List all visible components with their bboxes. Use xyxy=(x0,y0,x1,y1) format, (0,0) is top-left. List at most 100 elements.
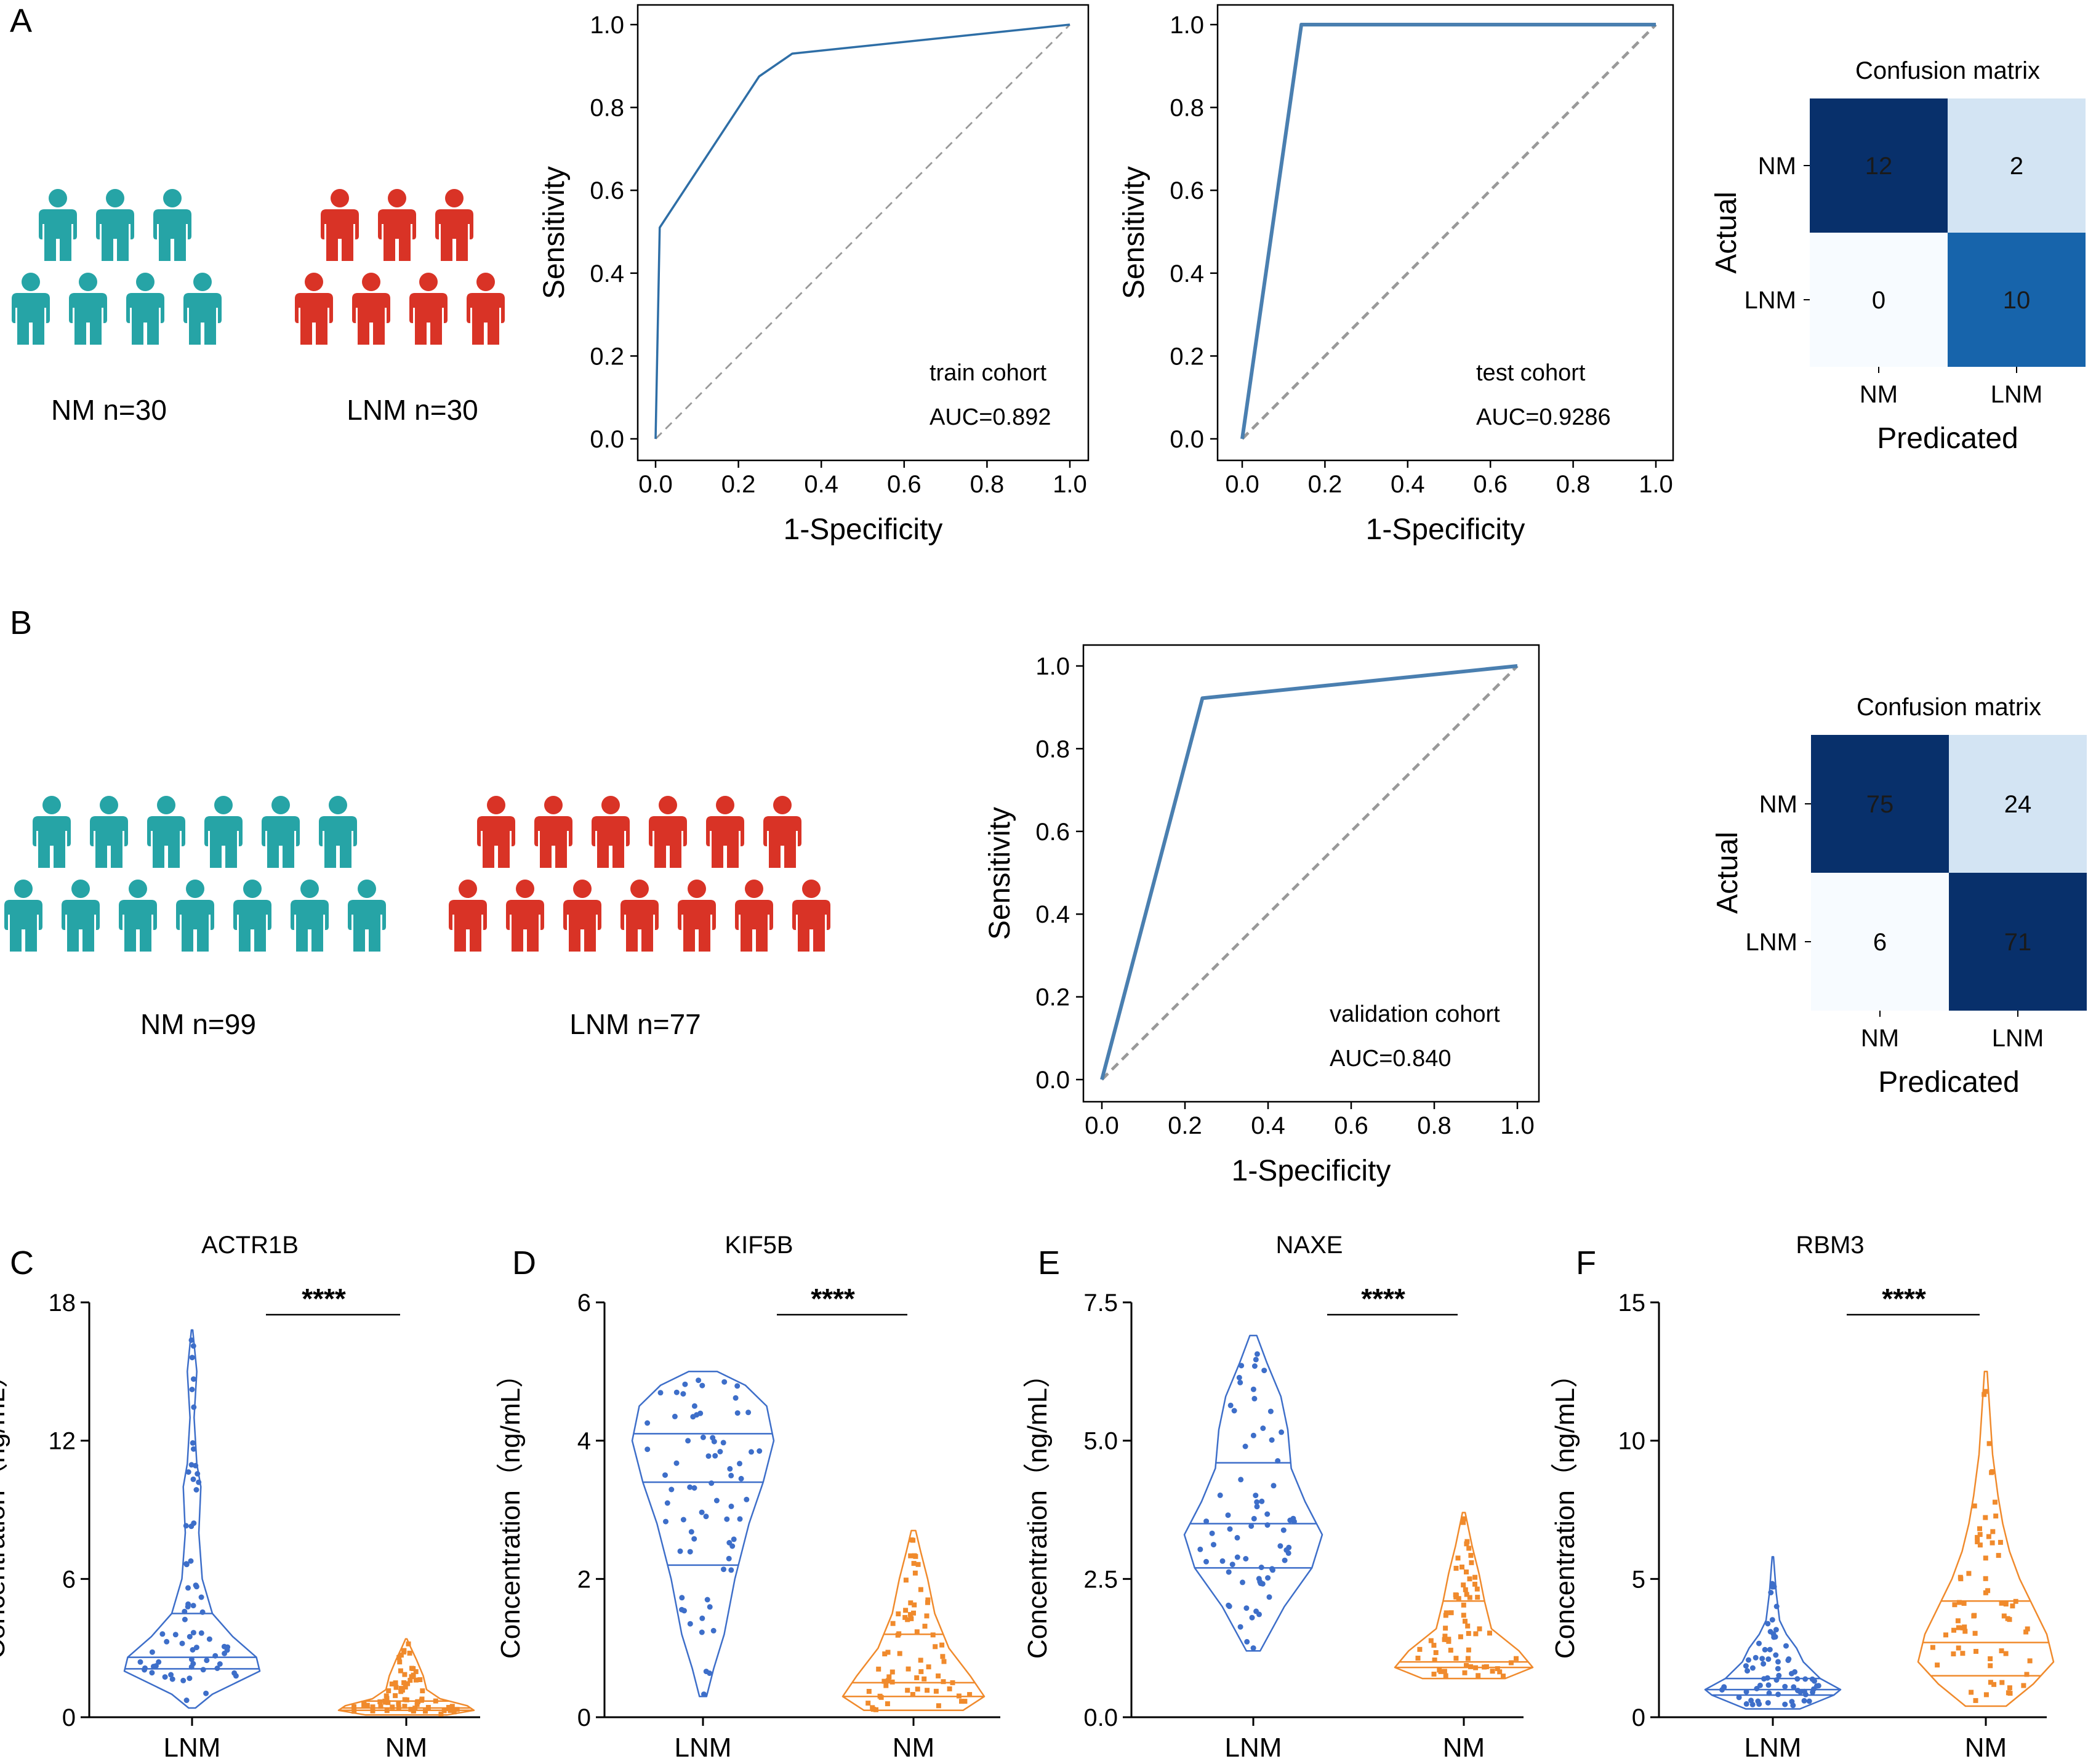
data-point xyxy=(2010,1603,2015,1609)
data-point xyxy=(189,1387,195,1392)
data-point xyxy=(889,1669,895,1675)
y-tick-label: 2 xyxy=(577,1566,591,1593)
data-point xyxy=(172,1632,179,1638)
x-tick-label: 0.4 xyxy=(1391,471,1425,498)
data-point xyxy=(1988,1656,1993,1661)
violin-outline xyxy=(1917,1371,2055,1707)
data-point xyxy=(406,1641,411,1646)
x-tick-label: 0.8 xyxy=(970,471,1005,498)
data-point xyxy=(1277,1543,1283,1549)
matrix-title: Confusion matrix xyxy=(1857,694,2041,721)
y-tick-label: 7.5 xyxy=(1083,1289,1118,1317)
data-point xyxy=(737,1461,742,1467)
data-point xyxy=(1283,1547,1290,1553)
data-point xyxy=(922,1624,928,1629)
data-point xyxy=(703,1513,709,1520)
y-axis-label: Sensitivity xyxy=(538,166,571,299)
data-point xyxy=(1231,1408,1237,1414)
panel-label-e: E xyxy=(1038,1245,1060,1281)
x-tick-label: 0.0 xyxy=(1085,1112,1119,1139)
data-point xyxy=(1256,1576,1262,1582)
data-point xyxy=(1766,1690,1772,1696)
data-point xyxy=(199,1609,206,1615)
data-point xyxy=(404,1697,409,1702)
lnm-person-icon xyxy=(409,273,448,345)
data-point xyxy=(734,1410,741,1416)
nm-person-icon xyxy=(176,880,214,952)
y-tick-label: 6 xyxy=(62,1566,76,1593)
y-tick-label: 5.0 xyxy=(1083,1428,1118,1455)
data-point xyxy=(423,1709,428,1714)
data-point xyxy=(1975,1539,1980,1544)
data-point xyxy=(1497,1669,1503,1675)
data-point xyxy=(221,1643,227,1650)
data-point xyxy=(731,1536,737,1542)
data-point xyxy=(712,1453,718,1459)
data-point xyxy=(1785,1658,1791,1663)
lnm-person-icon xyxy=(792,880,830,952)
data-point xyxy=(691,1485,697,1491)
data-point xyxy=(1226,1603,1232,1610)
data-point xyxy=(959,1699,964,1704)
data-point xyxy=(1415,1656,1421,1661)
data-point xyxy=(700,1434,706,1440)
y-tick-label: NM xyxy=(1759,791,1797,818)
data-point xyxy=(212,1653,219,1659)
data-point xyxy=(1453,1656,1459,1661)
panel-label-d: D xyxy=(512,1245,536,1281)
data-point xyxy=(1759,1656,1765,1662)
data-point xyxy=(878,1694,884,1700)
nm-person-icon xyxy=(39,189,77,261)
auc-annotation: AUC=0.9286 xyxy=(1476,404,1611,430)
data-point xyxy=(1225,1512,1231,1518)
y-tick-label: 18 xyxy=(49,1289,76,1317)
data-point xyxy=(915,1686,920,1692)
data-point xyxy=(1466,1546,1472,1551)
y-tick-label: 0 xyxy=(577,1704,591,1731)
matrix-cell xyxy=(1949,873,2087,1011)
nm-person-icon xyxy=(147,796,185,868)
data-point xyxy=(1234,1554,1240,1560)
data-point xyxy=(1251,1395,1258,1401)
data-point xyxy=(728,1472,734,1478)
data-point xyxy=(664,1500,670,1506)
data-point xyxy=(950,1680,955,1685)
data-point xyxy=(1999,1600,2004,1606)
y-tick-label: 0.6 xyxy=(1170,177,1204,204)
x-tick-label: 0.6 xyxy=(887,471,922,498)
data-point xyxy=(673,1460,680,1466)
lnm-person-icon xyxy=(678,880,716,952)
plot-frame xyxy=(636,4,1090,462)
data-point xyxy=(728,1567,734,1573)
data-point xyxy=(393,1685,399,1690)
data-point xyxy=(912,1570,918,1576)
data-point xyxy=(1952,1602,1958,1608)
data-point xyxy=(1958,1574,1963,1580)
chance-diagonal-line xyxy=(1241,23,1657,440)
data-point xyxy=(1271,1483,1277,1489)
data-point xyxy=(903,1578,909,1583)
data-point xyxy=(918,1669,924,1674)
lnm-person-icon xyxy=(295,273,333,345)
data-point xyxy=(724,1516,730,1522)
data-point xyxy=(1951,1651,1956,1657)
data-point xyxy=(1983,1555,1988,1561)
nm-person-icon xyxy=(96,189,134,261)
chance-diagonal-line xyxy=(655,24,1070,439)
data-point xyxy=(1999,1680,2005,1685)
data-point xyxy=(1756,1640,1762,1646)
y-tick-label: 1.0 xyxy=(1035,653,1070,680)
data-point xyxy=(351,1704,356,1709)
data-point xyxy=(191,1446,196,1452)
data-point xyxy=(909,1616,914,1621)
x-tick-label: NM xyxy=(893,1733,934,1761)
data-point xyxy=(162,1674,168,1680)
data-point xyxy=(1472,1574,1478,1580)
data-point xyxy=(1791,1684,1797,1690)
x-tick-label: 0.2 xyxy=(721,471,756,498)
data-point xyxy=(1446,1638,1452,1644)
data-point xyxy=(914,1675,920,1680)
y-axis-label: Actual xyxy=(1710,191,1743,273)
nm-person-icon xyxy=(348,880,386,952)
lnm-person-icon xyxy=(352,273,390,345)
